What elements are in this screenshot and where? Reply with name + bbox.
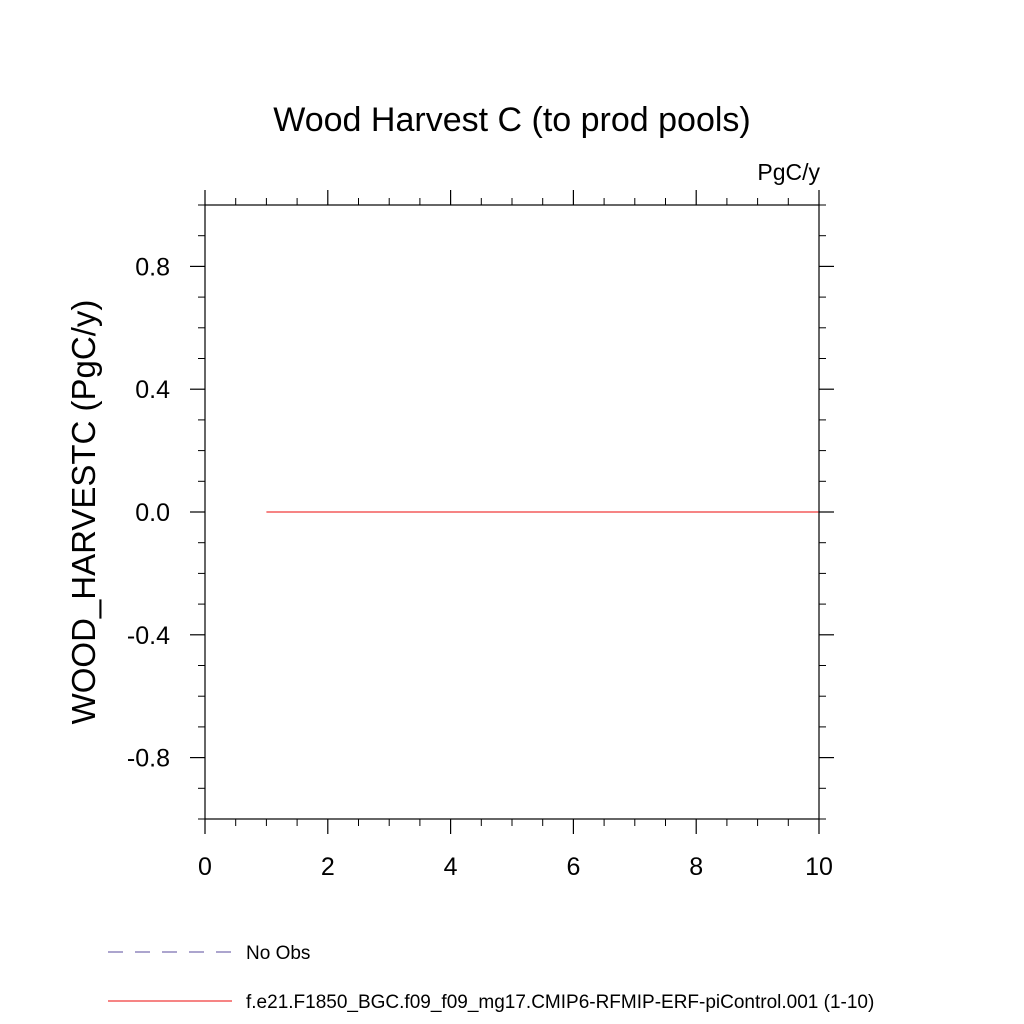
y-tick-label: 0.4	[135, 376, 170, 404]
units-label: PgC/y	[757, 159, 820, 185]
y-tick-label: -0.4	[127, 622, 170, 650]
x-tick-label: 0	[198, 853, 212, 881]
x-tick-label: 8	[689, 853, 703, 881]
x-tick-label: 10	[805, 853, 833, 881]
y-tick-labels: -0.8 -0.4 0.0 0.4 0.8	[127, 253, 170, 772]
x-tick-label: 2	[321, 853, 335, 881]
x-tick-label: 6	[566, 853, 580, 881]
y-tick-label: 0.8	[135, 253, 170, 281]
legend-label-2: f.e21.F1850_BGC.f09_f09_mg17.CMIP6-RFMIP…	[246, 992, 874, 1013]
plot-frame	[204, 204, 820, 820]
y-tick-label: -0.8	[127, 745, 170, 773]
legend-label-1: No Obs	[246, 943, 310, 964]
x-tick-labels: 0 2 4 6 8 10	[198, 853, 833, 881]
major-ticks	[190, 190, 834, 834]
legend: No Obs f.e21.F1850_BGC.f09_f09_mg17.CMIP6…	[108, 943, 874, 1013]
chart-title: Wood Harvest C (to prod pools)	[273, 101, 750, 139]
minor-ticks	[198, 198, 826, 826]
y-tick-label: 0.0	[135, 499, 170, 527]
x-tick-label: 4	[444, 853, 458, 881]
y-axis-label: WOOD_HARVESTC (PgC/y)	[65, 300, 102, 725]
